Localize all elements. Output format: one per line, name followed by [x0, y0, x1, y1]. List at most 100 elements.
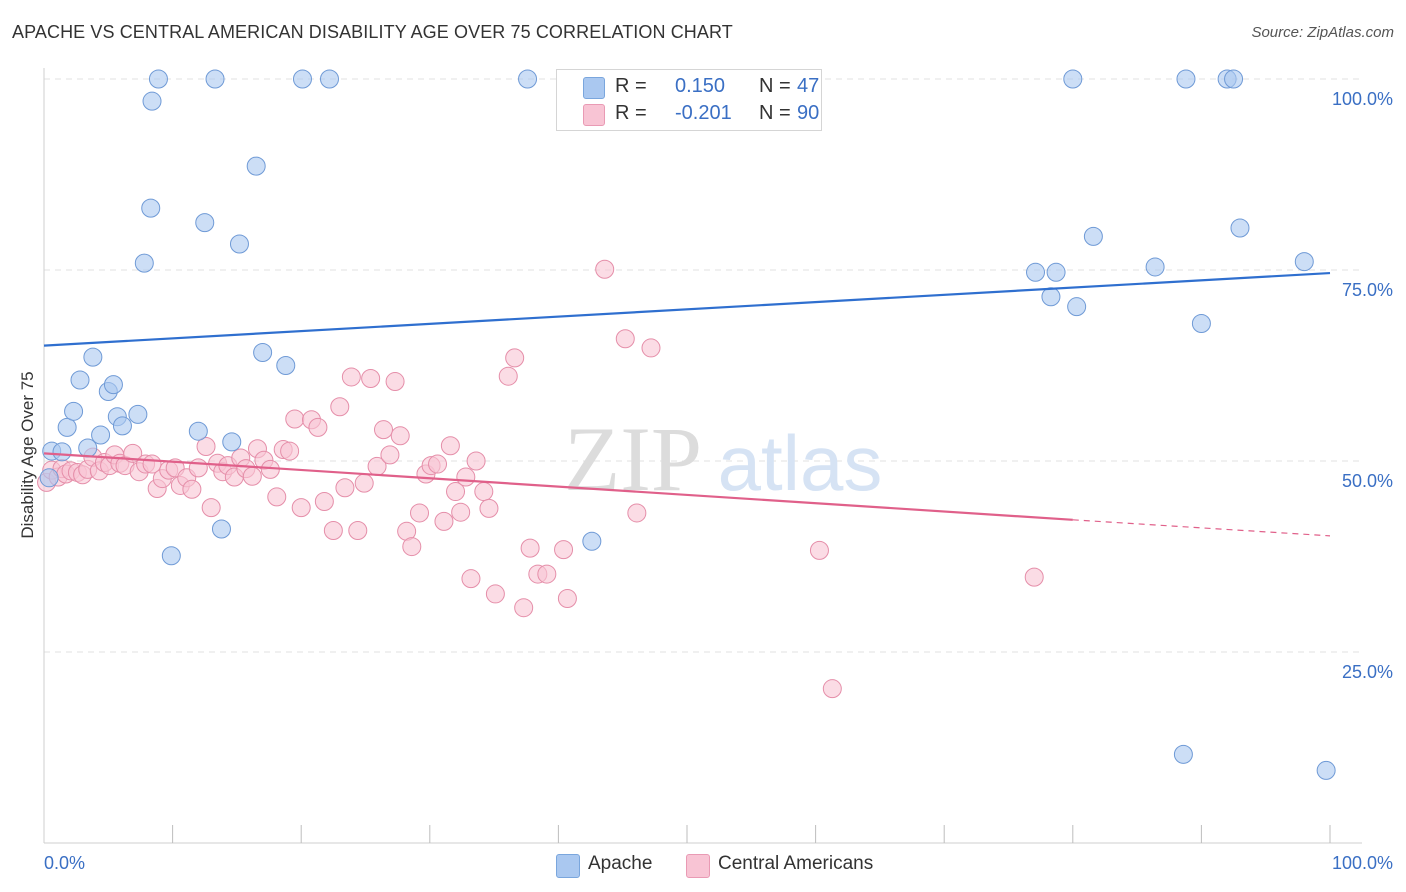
data-point	[285, 409, 305, 429]
data-point	[1083, 226, 1103, 246]
data-point	[537, 564, 557, 584]
data-point	[222, 432, 242, 452]
data-point	[161, 546, 181, 566]
data-point	[434, 511, 454, 531]
data-point	[57, 417, 77, 437]
data-point	[498, 366, 518, 386]
data-point	[323, 521, 343, 541]
data-point	[1026, 262, 1046, 282]
data-point	[348, 521, 368, 541]
data-point	[390, 426, 410, 446]
series-apache	[39, 69, 1336, 780]
data-point	[308, 417, 328, 437]
data-point	[514, 598, 534, 618]
data-point	[142, 91, 162, 111]
apache-swatch	[583, 77, 605, 99]
data-point	[246, 156, 266, 176]
data-point	[809, 540, 829, 560]
y-tick-label: 75.0%	[1342, 280, 1393, 300]
data-point	[554, 540, 574, 560]
data-point	[1173, 744, 1193, 764]
data-point	[520, 538, 540, 558]
data-point	[385, 372, 405, 392]
data-point	[319, 69, 339, 89]
data-point	[1046, 262, 1066, 282]
data-point	[242, 466, 262, 486]
data-point	[195, 213, 215, 233]
central-americans-swatch	[583, 104, 605, 126]
chart-title: APACHE VS CENTRAL AMERICAN DISABILITY AG…	[12, 22, 733, 42]
data-point	[280, 441, 300, 461]
data-point	[505, 348, 525, 368]
data-point	[211, 519, 231, 539]
gridlines	[44, 78, 1362, 653]
trend-line	[43, 452, 1073, 521]
tick-labels: 25.0% 50.0% 75.0% 100.0% 0.0% 100.0%	[44, 89, 1393, 873]
data-point	[267, 487, 287, 507]
data-point	[201, 498, 221, 518]
y-tick-label: 25.0%	[1342, 662, 1393, 682]
data-point	[474, 482, 494, 502]
data-point	[1176, 69, 1196, 89]
source-label: Source: ZipAtlas.com	[1251, 24, 1394, 41]
data-point	[627, 503, 647, 523]
trend-line	[43, 271, 1331, 347]
data-point	[440, 436, 460, 456]
data-point	[330, 397, 350, 417]
data-point	[52, 442, 72, 462]
data-point	[205, 69, 225, 89]
data-point	[1063, 69, 1083, 89]
r-value: 0.150	[675, 75, 726, 97]
data-point	[314, 491, 334, 511]
data-point	[1024, 567, 1044, 587]
data-point	[1316, 760, 1336, 780]
series-central-americans	[37, 259, 1044, 699]
data-point	[451, 502, 471, 522]
data-point	[128, 404, 148, 424]
watermark-atlas: atlas	[718, 419, 883, 507]
correlation-legend: R = 0.150 N = 47 R = -0.201 N = 90	[556, 69, 822, 131]
data-point	[402, 537, 422, 557]
data-point	[182, 479, 202, 499]
data-point	[615, 329, 635, 349]
data-point	[1294, 252, 1314, 272]
data-point	[148, 69, 168, 89]
data-point	[103, 375, 123, 395]
data-point	[428, 454, 448, 474]
data-point	[1067, 297, 1087, 317]
data-point	[380, 445, 400, 465]
data-point	[1230, 218, 1250, 238]
data-point	[83, 347, 103, 367]
data-point	[341, 367, 361, 387]
x-tick-label: 100.0%	[1332, 853, 1393, 873]
y-tick-label: 100.0%	[1332, 89, 1393, 109]
n-value: 47	[797, 75, 820, 97]
data-point	[410, 503, 430, 523]
central-americans-legend-swatch	[686, 854, 710, 878]
data-point	[335, 478, 355, 498]
central-americans-legend-label: Central Americans	[718, 853, 874, 874]
data-point	[253, 343, 273, 363]
trend-lines	[43, 271, 1331, 537]
n-value: 90	[797, 102, 820, 124]
data-point	[64, 401, 84, 421]
apache-legend-swatch	[556, 854, 580, 878]
x-tick-label: 0.0%	[44, 853, 85, 873]
data-point	[456, 467, 476, 487]
data-point	[822, 679, 842, 699]
r-label: R =	[615, 102, 647, 124]
data-point	[229, 234, 249, 254]
n-label: N =	[759, 75, 791, 97]
data-point	[196, 436, 216, 456]
data-point	[188, 458, 208, 478]
data-point	[291, 498, 311, 518]
data-point	[39, 468, 59, 488]
trend-line-dashed	[1072, 519, 1331, 537]
data-point	[134, 253, 154, 273]
data-point	[557, 589, 577, 609]
watermark-zip: ZIP	[564, 408, 702, 510]
data-point	[485, 584, 505, 604]
data-point	[641, 338, 661, 358]
data-point	[276, 356, 296, 375]
